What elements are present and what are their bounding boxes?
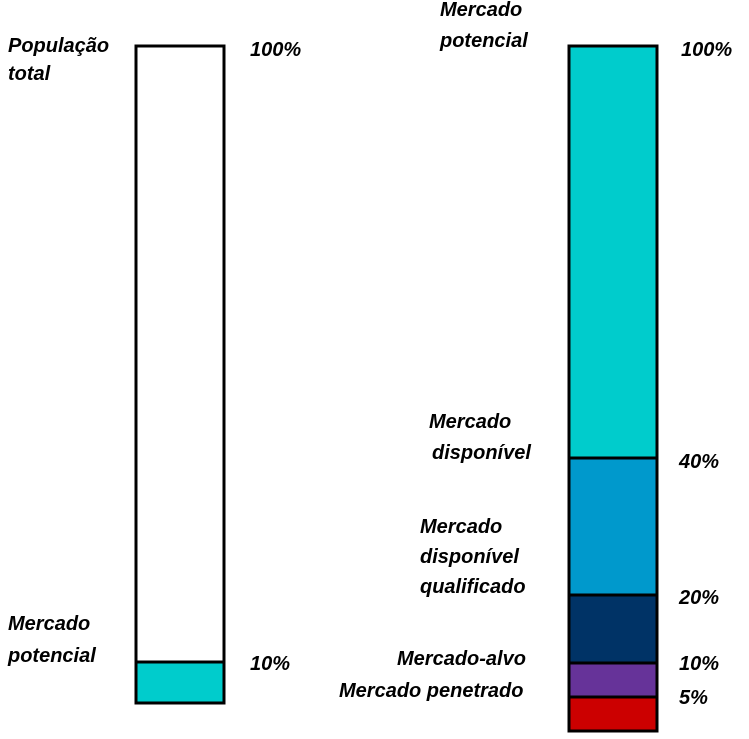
bar-segment-populacao-total: [134, 44, 226, 664]
bar-segment-mercado-penetrado: [567, 695, 659, 733]
percent-mercado-disponivel-qualificado: 20%: [678, 587, 719, 609]
label-mercado-penetrado: Mercado penetrado: [339, 680, 523, 702]
label-left-mercado-potencial: Mercado potencial: [7, 613, 96, 667]
label-right-mercado-potencial: Mercado potencial: [439, 0, 528, 52]
label-mercado-disponivel-qualificado: Mercado disponível qualificado: [420, 516, 526, 598]
label-mercado-disponivel: Mercado disponível: [429, 411, 531, 464]
label-populacao-total: População total: [8, 35, 115, 85]
left-bar: [134, 44, 226, 705]
bar-segment-mercado-potencial: [134, 660, 226, 705]
bar-segment-mercado-disponivel: [567, 456, 659, 597]
percent-right-mercado-potencial: 100%: [681, 39, 732, 61]
percent-mercado-disponivel: 40%: [678, 451, 719, 473]
bar-segment-mercado-potencial: [567, 44, 659, 460]
bar-segment-mercado-disponivel-qualificado: [567, 593, 659, 665]
label-mercado-alvo: Mercado-alvo: [397, 648, 526, 670]
percent-populacao-total: 100%: [250, 39, 301, 61]
percent-mercado-alvo: 10%: [679, 653, 719, 675]
percent-left-mercado-potencial: 10%: [250, 653, 290, 675]
bar-segment-mercado-alvo: [567, 661, 659, 699]
right-bar: [567, 44, 659, 733]
percent-mercado-penetrado: 5%: [679, 687, 708, 709]
